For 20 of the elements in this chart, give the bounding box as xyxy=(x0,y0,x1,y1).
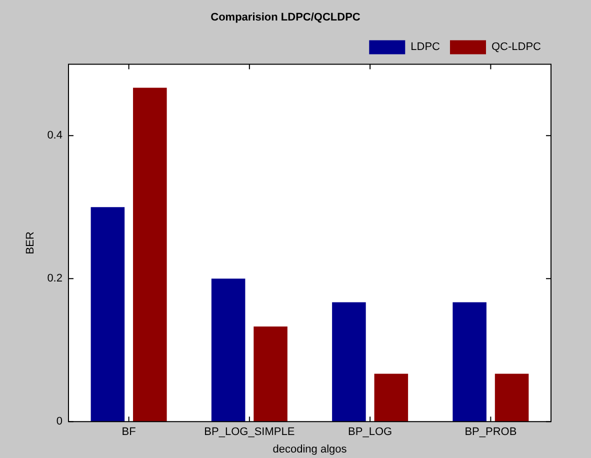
y-tick-label: 0.2 xyxy=(47,272,62,285)
x-tick-label: BP_PROB xyxy=(464,426,517,438)
bar xyxy=(452,302,486,422)
bar xyxy=(133,88,167,422)
legend-label: QC-LDPC xyxy=(491,41,542,54)
y-tick-label: 0.4 xyxy=(47,130,62,142)
bar xyxy=(494,374,529,422)
x-tick-label: BP_LOG_SIMPLE xyxy=(204,426,295,438)
x-axis-title: decoding algos xyxy=(272,443,348,456)
x-tick-label: BF xyxy=(122,426,136,438)
y-tick-label: 0 xyxy=(56,416,62,428)
bar xyxy=(90,207,125,422)
chart-title: Comparision LDPC/QCLDPC xyxy=(210,12,360,24)
legend-label: LDPC xyxy=(410,41,440,54)
bar xyxy=(211,278,246,422)
y-axis-title: BER xyxy=(24,232,37,254)
bar xyxy=(254,326,288,422)
bar xyxy=(332,302,366,422)
bar xyxy=(374,374,408,422)
x-tick-label: BP_LOG xyxy=(348,426,392,438)
